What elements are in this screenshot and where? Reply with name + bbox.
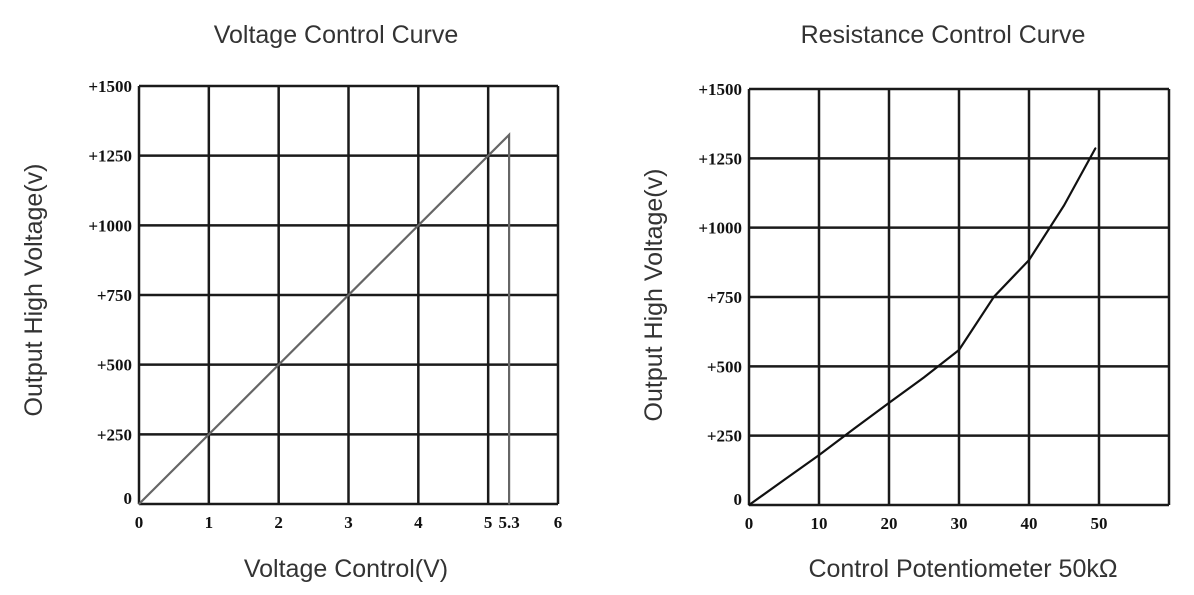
x-tick-label: 10 <box>811 514 828 533</box>
x-tick-label: 4 <box>414 513 423 532</box>
y-tick-label: +1250 <box>698 149 742 168</box>
data-point <box>783 479 785 481</box>
data-point <box>993 295 995 298</box>
data-point <box>1028 259 1030 261</box>
x-tick-label: 30 <box>951 514 968 533</box>
data-point <box>748 504 750 506</box>
data-point <box>958 349 960 351</box>
y-tick-label: +250 <box>97 425 132 444</box>
y-tick-label: +750 <box>707 288 742 307</box>
series-line <box>748 147 1097 506</box>
x-tick-label: 5.3 <box>498 513 519 532</box>
y-tick-label: +1500 <box>88 77 132 96</box>
y-tick-label: +500 <box>97 356 132 375</box>
data-point <box>853 427 855 430</box>
data-point <box>888 402 890 404</box>
y-axis-label: Output High Voltage(v) <box>20 164 48 417</box>
data-point <box>1063 204 1065 207</box>
series-line <box>138 132 511 505</box>
data-point <box>1094 147 1097 149</box>
y-tick-label: +1500 <box>698 80 742 99</box>
x-axis-label: Voltage Control(V) <box>244 555 448 583</box>
x-tick-label: 0 <box>135 513 144 532</box>
x-tick-label: 20 <box>881 514 898 533</box>
y-axis-label: Output High Voltage(v) <box>640 169 668 422</box>
chart-title: Voltage Control Curve <box>214 21 459 49</box>
y-tick-label: 0 <box>734 490 743 509</box>
y-tick-label: +1250 <box>88 147 132 166</box>
y-tick-label: +750 <box>97 286 132 305</box>
x-tick-label: 50 <box>1091 514 1108 533</box>
x-axis-label: Control Potentiometer 50kΩ <box>808 555 1117 583</box>
data-point <box>818 454 820 456</box>
y-tick-label: +250 <box>707 427 742 446</box>
chart-title: Resistance Control Curve <box>801 21 1086 49</box>
data-point <box>923 376 925 379</box>
y-tick-label: +500 <box>707 357 742 376</box>
x-tick-label: 3 <box>344 513 353 532</box>
y-tick-label: +1000 <box>88 216 132 235</box>
x-tick-label: 5 <box>484 513 493 532</box>
x-tick-label: 6 <box>554 513 563 532</box>
x-tick-label: 40 <box>1021 514 1038 533</box>
y-tick-label: +1000 <box>698 219 742 238</box>
x-tick-label: 1 <box>205 513 214 532</box>
y-tick-label: 0 <box>124 489 133 508</box>
data-point <box>508 503 510 505</box>
x-tick-label: 0 <box>745 514 754 533</box>
data-point <box>138 503 140 505</box>
data-point <box>508 133 510 136</box>
x-tick-label: 2 <box>274 513 283 532</box>
